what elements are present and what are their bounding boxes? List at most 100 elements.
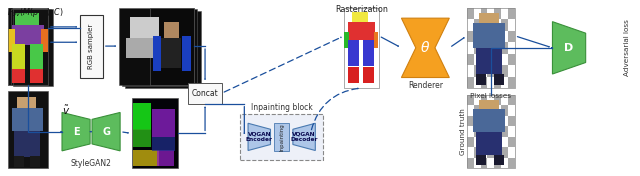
- Bar: [122, 10, 197, 86]
- Bar: [474, 65, 481, 77]
- Bar: [508, 137, 515, 147]
- Bar: [11, 9, 51, 85]
- Bar: [488, 105, 494, 116]
- Bar: [508, 77, 515, 88]
- Text: G: G: [102, 127, 110, 137]
- Text: Renderer: Renderer: [408, 81, 443, 90]
- Bar: [494, 105, 501, 116]
- Bar: [476, 48, 502, 74]
- Bar: [488, 116, 494, 126]
- Bar: [467, 95, 474, 105]
- Bar: [494, 8, 501, 19]
- Bar: [494, 95, 501, 105]
- Text: Rasterization: Rasterization: [335, 5, 388, 14]
- Bar: [474, 31, 481, 42]
- Bar: [14, 131, 40, 157]
- Bar: [30, 69, 44, 83]
- Bar: [501, 105, 508, 116]
- Bar: [476, 74, 486, 85]
- Bar: [41, 29, 48, 52]
- Bar: [494, 158, 501, 168]
- Bar: [476, 155, 486, 165]
- Bar: [481, 116, 488, 126]
- Bar: [467, 65, 474, 77]
- Text: Inpainting block: Inpainting block: [251, 103, 312, 112]
- Bar: [126, 38, 158, 58]
- Bar: [474, 116, 481, 126]
- Bar: [467, 31, 474, 42]
- Bar: [474, 77, 481, 88]
- Text: StyleGAN2: StyleGAN2: [71, 159, 112, 168]
- Bar: [474, 8, 481, 19]
- Text: Adversarial loss: Adversarial loss: [623, 19, 630, 76]
- Bar: [472, 23, 505, 48]
- Bar: [12, 108, 44, 131]
- Bar: [501, 65, 508, 77]
- Bar: [474, 95, 481, 105]
- Bar: [15, 13, 39, 25]
- Bar: [494, 65, 501, 77]
- Bar: [12, 25, 44, 45]
- Bar: [488, 95, 494, 105]
- Bar: [481, 8, 488, 19]
- Bar: [501, 147, 508, 158]
- Bar: [494, 116, 501, 126]
- Bar: [474, 137, 481, 147]
- Bar: [8, 92, 48, 168]
- Bar: [12, 44, 26, 69]
- Bar: [134, 129, 151, 147]
- Bar: [467, 19, 474, 31]
- Bar: [508, 105, 515, 116]
- Bar: [12, 69, 26, 83]
- Bar: [364, 67, 374, 83]
- Bar: [476, 132, 502, 155]
- Bar: [14, 156, 24, 167]
- Bar: [467, 137, 474, 147]
- Bar: [30, 44, 44, 69]
- Bar: [467, 95, 515, 168]
- Polygon shape: [62, 112, 90, 151]
- Text: VQGAN
Encoder: VQGAN Encoder: [246, 131, 273, 142]
- Bar: [488, 126, 494, 137]
- Bar: [481, 95, 488, 105]
- Text: Ground truth: Ground truth: [460, 108, 466, 155]
- Bar: [488, 158, 494, 168]
- Text: $\theta$: $\theta$: [420, 40, 431, 55]
- Bar: [501, 77, 508, 88]
- Bar: [481, 42, 488, 54]
- Bar: [508, 95, 515, 105]
- Bar: [501, 19, 508, 31]
- Bar: [467, 158, 474, 168]
- Bar: [501, 54, 508, 65]
- Bar: [508, 126, 515, 137]
- Bar: [13, 10, 53, 86]
- Bar: [501, 42, 508, 54]
- Bar: [508, 147, 515, 158]
- Bar: [481, 19, 488, 31]
- Bar: [125, 11, 200, 88]
- Bar: [481, 105, 488, 116]
- Bar: [467, 8, 474, 19]
- Polygon shape: [248, 123, 271, 150]
- Bar: [182, 36, 191, 71]
- Bar: [152, 109, 175, 137]
- Bar: [488, 137, 494, 147]
- Bar: [8, 8, 48, 84]
- Bar: [157, 150, 174, 165]
- Bar: [467, 105, 474, 116]
- Bar: [501, 95, 508, 105]
- Bar: [494, 137, 501, 147]
- Bar: [474, 54, 481, 65]
- Bar: [488, 147, 494, 158]
- Bar: [508, 31, 515, 42]
- Bar: [493, 74, 504, 85]
- Bar: [508, 158, 515, 168]
- Bar: [501, 8, 508, 19]
- Bar: [494, 42, 501, 54]
- Bar: [501, 116, 508, 126]
- Bar: [481, 137, 488, 147]
- Bar: [488, 65, 494, 77]
- Polygon shape: [401, 18, 449, 77]
- Bar: [344, 8, 379, 88]
- Polygon shape: [293, 123, 316, 150]
